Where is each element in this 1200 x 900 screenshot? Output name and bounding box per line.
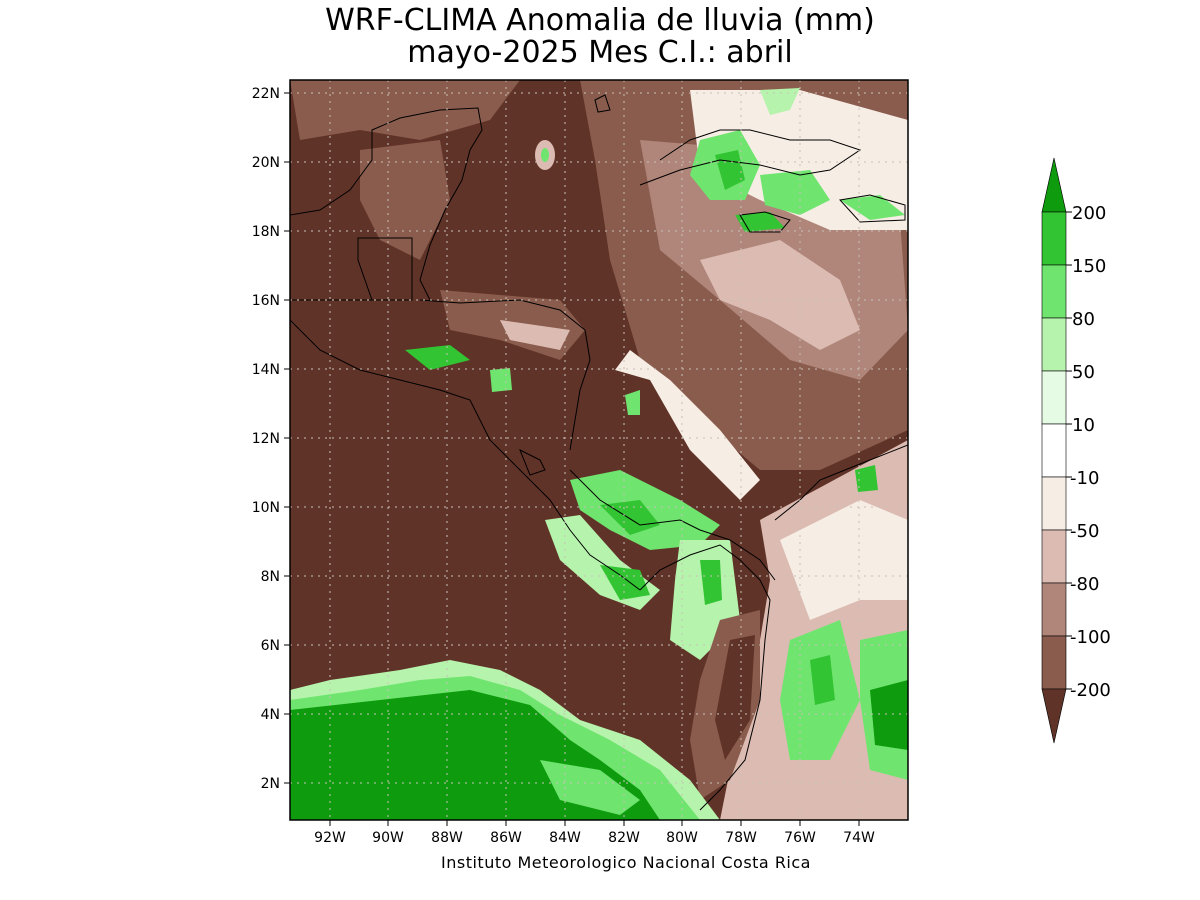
lat-label: 2N — [261, 776, 280, 792]
osa-very-wet-spot — [600, 565, 650, 600]
lat-label: 22N — [252, 86, 280, 102]
colorbar-label: -200 — [1070, 680, 1111, 701]
lat-label: 8N — [261, 569, 280, 585]
lon-label: 82W — [608, 830, 640, 846]
lat-label: 14N — [252, 362, 280, 378]
costa-rica-very-wet-core — [600, 500, 660, 535]
colorbar-label: 80 — [1072, 309, 1095, 330]
lat-labels: 22N 20N 18N 16N 14N 12N 10N 8N 6N 4N 2N — [252, 86, 280, 792]
yucatan-moderate-zone — [360, 140, 450, 260]
lat-label: 18N — [252, 224, 280, 240]
map-frame — [289, 79, 909, 821]
lon-label: 78W — [725, 830, 757, 846]
colorbar-bottom-arrow — [1041, 688, 1067, 744]
lon-label: 92W — [314, 830, 346, 846]
colorbar-labels: 200 150 80 50 10 -10 -50 -80 -100 -200 — [1070, 203, 1111, 701]
colorbar-swatch — [1041, 529, 1067, 584]
bahamas-wet-area — [760, 88, 800, 115]
colorbar-label: -10 — [1070, 468, 1099, 489]
colorbar-swatch — [1041, 635, 1067, 690]
colorbar-label: -100 — [1070, 627, 1111, 648]
grid-lines — [290, 80, 908, 820]
colorbar-label: -50 — [1070, 521, 1099, 542]
lon-label: 90W — [372, 830, 404, 846]
colorbar-swatch — [1041, 370, 1067, 425]
colorbar-swatch — [1041, 317, 1067, 372]
colorbar-label: 50 — [1072, 362, 1095, 383]
lat-label: 10N — [252, 500, 280, 516]
colorbar — [1041, 157, 1067, 744]
map-field — [290, 80, 908, 820]
colorbar-label: 10 — [1072, 415, 1095, 436]
colorbar-top-arrow — [1041, 157, 1067, 213]
lon-label: 88W — [431, 830, 463, 846]
lon-label: 80W — [666, 830, 698, 846]
lon-label: 74W — [843, 830, 875, 846]
colombia-very-wet-east — [870, 680, 908, 750]
colorbar-label: 150 — [1072, 256, 1106, 277]
central-america-light-zone — [500, 320, 570, 350]
lon-label: 86W — [490, 830, 522, 846]
colorbar-swatch — [1041, 582, 1067, 637]
lat-label: 16N — [252, 293, 280, 309]
coastlines — [290, 94, 908, 811]
colorbar-label: 200 — [1072, 203, 1106, 224]
gulf-moderate-zone — [290, 80, 520, 140]
colorbar-swatch — [1041, 476, 1067, 531]
footer-credit: Instituto Meteorologico Nacional Costa R… — [441, 853, 811, 872]
colorbar-swatch — [1041, 264, 1067, 319]
map-title-line2: mayo-2025 Mes C.I.: abril — [407, 35, 793, 70]
lon-label: 76W — [784, 830, 816, 846]
gulf-panama-very-dry — [715, 635, 755, 760]
lat-label: 12N — [252, 431, 280, 447]
map-title-line1: WRF-CLIMA Anomalia de lluvia (mm) — [325, 3, 875, 38]
north-colombia-wet-spot — [855, 465, 878, 492]
isolated-wet-spot — [541, 148, 549, 162]
lat-ticks — [284, 92, 290, 784]
coastal-wet-spot — [625, 390, 640, 415]
colombia-neutral-zone — [780, 500, 908, 620]
caribbean-light-zone — [700, 240, 860, 350]
colorbar-label: -80 — [1070, 574, 1099, 595]
east-antilles-wet-area — [840, 195, 905, 220]
panama-very-wet-spot — [700, 560, 722, 605]
lon-labels: 92W 90W 88W 86W 84W 82W 80W 78W 76W 74W — [314, 830, 875, 846]
lat-label: 6N — [261, 638, 280, 654]
greater-antilles-neutral — [690, 90, 908, 230]
hispaniola-wet-area — [760, 170, 830, 215]
honduras-wet-patch — [405, 345, 470, 370]
colorbar-swatch — [1041, 211, 1067, 266]
lat-label: 20N — [252, 155, 280, 171]
lon-label: 84W — [549, 830, 581, 846]
lon-ticks — [329, 820, 860, 826]
colorbar-swatch — [1041, 423, 1067, 478]
lat-label: 4N — [261, 707, 280, 723]
colorbar-ticks — [1066, 211, 1072, 690]
colombia-very-wet-west — [810, 655, 835, 705]
nicaragua-wet-patch — [490, 368, 512, 392]
coastal-neutral-band — [615, 350, 760, 500]
